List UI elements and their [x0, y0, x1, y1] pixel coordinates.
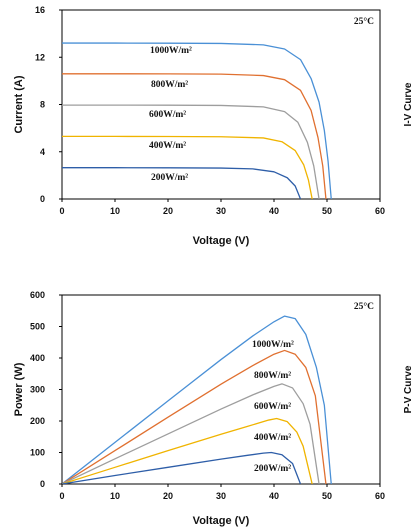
pv-x-axis-title: Voltage (V) — [193, 515, 250, 527]
pv-x-tick-label-0: 0 — [59, 491, 64, 501]
pv-series-label-4: 200W/m² — [254, 464, 291, 474]
pv-y-tick-label-1: 100 — [30, 448, 45, 458]
iv-series-label-4: 200W/m² — [151, 173, 188, 183]
pv-y-tick-label-3: 300 — [30, 385, 45, 395]
iv-y-tick-label-4: 16 — [35, 5, 45, 15]
iv-series-line-3 — [62, 135, 313, 199]
iv-series-line-1 — [62, 73, 327, 199]
pv-side-label: P-V Curve — [403, 365, 414, 413]
pv-x-tick-label-6: 60 — [375, 491, 385, 501]
iv-x-tick-label-5: 50 — [322, 206, 332, 216]
pv-series-line-2 — [62, 383, 320, 484]
iv-x-tick-label-3: 30 — [216, 206, 226, 216]
iv-series-line-0 — [62, 42, 332, 199]
iv-series-label-0: 1000W/m² — [150, 46, 192, 56]
iv-x-tick-label-6: 60 — [375, 206, 385, 216]
iv-x-tick-label-4: 40 — [269, 206, 279, 216]
iv-series-line-4 — [62, 167, 302, 199]
pv-y-tick-label-2: 200 — [30, 416, 45, 426]
pv-series-label-2: 600W/m² — [254, 402, 291, 412]
pv-x-tick-label-1: 10 — [110, 491, 120, 501]
iv-series-label-2: 600W/m² — [149, 110, 186, 120]
iv-x-tick-label-0: 0 — [59, 206, 64, 216]
iv-x-tick-label-1: 10 — [110, 206, 120, 216]
pv-y-tick-label-6: 600 — [30, 290, 45, 300]
pv-x-tick-label-5: 50 — [322, 491, 332, 501]
pv-plot-frame — [61, 294, 381, 485]
pv-x-tick-label-4: 40 — [269, 491, 279, 501]
iv-series-line-2 — [62, 104, 320, 199]
pv-series-label-3: 400W/m² — [254, 433, 291, 443]
pv-series-line-0 — [62, 315, 332, 484]
pv-series-line-3 — [62, 417, 313, 484]
pv-y-tick-label-4: 400 — [30, 353, 45, 363]
pv-series-label-0: 1000W/m² — [252, 340, 294, 350]
iv-y-tick-label-0: 0 — [40, 194, 45, 204]
iv-temperature-annotation: 25°C — [354, 16, 374, 27]
iv-y-tick-label-3: 12 — [35, 52, 45, 62]
iv-series-label-3: 400W/m² — [149, 141, 186, 151]
pv-series-line-4 — [62, 451, 302, 484]
pv-series-label-1: 800W/m² — [254, 371, 291, 381]
pv-x-tick-label-2: 20 — [163, 491, 173, 501]
iv-y-tick-label-2: 8 — [40, 100, 45, 110]
pv-y-tick-label-0: 0 — [40, 479, 45, 489]
iv-y-tick-label-1: 4 — [40, 147, 45, 157]
iv-x-tick-label-2: 20 — [163, 206, 173, 216]
iv-series-label-1: 800W/m² — [151, 80, 188, 90]
pv-y-tick-label-5: 500 — [30, 322, 45, 332]
pv-y-axis-title: Power (W) — [13, 362, 25, 416]
pv-temperature-annotation: 25°C — [354, 301, 374, 312]
pv-x-tick-label-3: 30 — [216, 491, 226, 501]
iv-x-axis-title: Voltage (V) — [193, 235, 250, 247]
iv-y-axis-title: Current (A) — [13, 75, 25, 133]
pv-series-line-1 — [62, 349, 327, 484]
iv-side-label: I-V Curve — [403, 82, 414, 126]
